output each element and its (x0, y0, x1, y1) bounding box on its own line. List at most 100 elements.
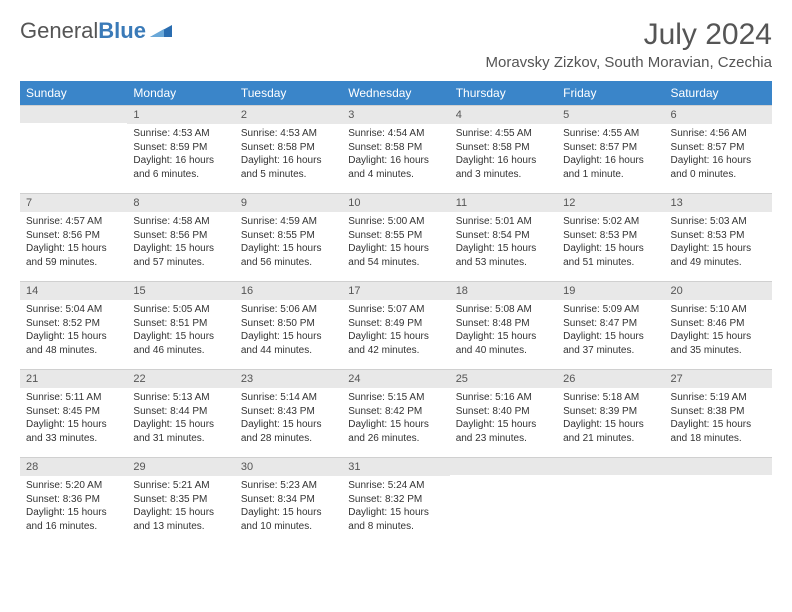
calendar-day-cell: 19Sunrise: 5:09 AMSunset: 8:47 PMDayligh… (557, 281, 664, 369)
day-number: 11 (450, 193, 557, 212)
day-details: Sunrise: 5:11 AMSunset: 8:45 PMDaylight:… (20, 388, 127, 451)
sunset-text: Sunset: 8:54 PM (456, 229, 551, 243)
sunset-text: Sunset: 8:58 PM (241, 141, 336, 155)
day-details: Sunrise: 4:53 AMSunset: 8:59 PMDaylight:… (127, 124, 234, 187)
daylight-text: Daylight: 16 hours and 0 minutes. (671, 154, 766, 181)
day-details: Sunrise: 5:16 AMSunset: 8:40 PMDaylight:… (450, 388, 557, 451)
calendar-day-cell: 15Sunrise: 5:05 AMSunset: 8:51 PMDayligh… (127, 281, 234, 369)
day-details: Sunrise: 5:20 AMSunset: 8:36 PMDaylight:… (20, 476, 127, 539)
daylight-text: Daylight: 15 hours and 13 minutes. (133, 506, 228, 533)
daylight-text: Daylight: 16 hours and 1 minute. (563, 154, 658, 181)
calendar-day-cell: 23Sunrise: 5:14 AMSunset: 8:43 PMDayligh… (235, 369, 342, 457)
daylight-text: Daylight: 16 hours and 4 minutes. (348, 154, 443, 181)
sunset-text: Sunset: 8:34 PM (241, 493, 336, 507)
weekday-header-row: Sunday Monday Tuesday Wednesday Thursday… (20, 81, 772, 105)
daylight-text: Daylight: 15 hours and 42 minutes. (348, 330, 443, 357)
logo-part1: General (20, 18, 98, 43)
weekday-header: Sunday (20, 81, 127, 105)
sunrise-text: Sunrise: 4:59 AM (241, 215, 336, 229)
sunrise-text: Sunrise: 5:14 AM (241, 391, 336, 405)
calendar-day-cell: 9Sunrise: 4:59 AMSunset: 8:55 PMDaylight… (235, 193, 342, 281)
sunset-text: Sunset: 8:58 PM (456, 141, 551, 155)
logo: GeneralBlue (20, 18, 172, 44)
sunset-text: Sunset: 8:56 PM (133, 229, 228, 243)
day-number: 14 (20, 281, 127, 300)
daylight-text: Daylight: 15 hours and 40 minutes. (456, 330, 551, 357)
day-details: Sunrise: 5:07 AMSunset: 8:49 PMDaylight:… (342, 300, 449, 363)
calendar-week-row: 14Sunrise: 5:04 AMSunset: 8:52 PMDayligh… (20, 281, 772, 369)
calendar-day-cell: 24Sunrise: 5:15 AMSunset: 8:42 PMDayligh… (342, 369, 449, 457)
day-number: 1 (127, 105, 234, 124)
day-details: Sunrise: 4:55 AMSunset: 8:57 PMDaylight:… (557, 124, 664, 187)
calendar-day-cell: 1Sunrise: 4:53 AMSunset: 8:59 PMDaylight… (127, 105, 234, 193)
sunrise-text: Sunrise: 5:23 AM (241, 479, 336, 493)
day-details: Sunrise: 5:04 AMSunset: 8:52 PMDaylight:… (20, 300, 127, 363)
weekday-header: Monday (127, 81, 234, 105)
day-details: Sunrise: 5:08 AMSunset: 8:48 PMDaylight:… (450, 300, 557, 363)
calendar-day-cell: 5Sunrise: 4:55 AMSunset: 8:57 PMDaylight… (557, 105, 664, 193)
header: GeneralBlue July 2024 Moravsky Zizkov, S… (20, 18, 772, 71)
sunset-text: Sunset: 8:58 PM (348, 141, 443, 155)
sunset-text: Sunset: 8:35 PM (133, 493, 228, 507)
weekday-header: Wednesday (342, 81, 449, 105)
calendar-day-cell (20, 105, 127, 193)
day-details: Sunrise: 5:18 AMSunset: 8:39 PMDaylight:… (557, 388, 664, 451)
sunset-text: Sunset: 8:32 PM (348, 493, 443, 507)
logo-triangle-icon (150, 21, 172, 42)
daylight-text: Daylight: 15 hours and 48 minutes. (26, 330, 121, 357)
weekday-header: Friday (557, 81, 664, 105)
calendar-day-cell: 12Sunrise: 5:02 AMSunset: 8:53 PMDayligh… (557, 193, 664, 281)
sunset-text: Sunset: 8:43 PM (241, 405, 336, 419)
day-details: Sunrise: 4:53 AMSunset: 8:58 PMDaylight:… (235, 124, 342, 187)
day-details: Sunrise: 4:59 AMSunset: 8:55 PMDaylight:… (235, 212, 342, 275)
calendar-day-cell: 2Sunrise: 4:53 AMSunset: 8:58 PMDaylight… (235, 105, 342, 193)
calendar-day-cell: 8Sunrise: 4:58 AMSunset: 8:56 PMDaylight… (127, 193, 234, 281)
calendar-day-cell: 31Sunrise: 5:24 AMSunset: 8:32 PMDayligh… (342, 457, 449, 545)
sunrise-text: Sunrise: 4:55 AM (563, 127, 658, 141)
day-number (450, 457, 557, 475)
daylight-text: Daylight: 15 hours and 8 minutes. (348, 506, 443, 533)
day-number: 19 (557, 281, 664, 300)
daylight-text: Daylight: 15 hours and 46 minutes. (133, 330, 228, 357)
day-number: 12 (557, 193, 664, 212)
daylight-text: Daylight: 15 hours and 44 minutes. (241, 330, 336, 357)
day-number: 29 (127, 457, 234, 476)
day-number: 28 (20, 457, 127, 476)
day-details: Sunrise: 5:09 AMSunset: 8:47 PMDaylight:… (557, 300, 664, 363)
sunrise-text: Sunrise: 5:05 AM (133, 303, 228, 317)
calendar-day-cell: 16Sunrise: 5:06 AMSunset: 8:50 PMDayligh… (235, 281, 342, 369)
daylight-text: Daylight: 15 hours and 57 minutes. (133, 242, 228, 269)
daylight-text: Daylight: 15 hours and 49 minutes. (671, 242, 766, 269)
day-details: Sunrise: 4:55 AMSunset: 8:58 PMDaylight:… (450, 124, 557, 187)
daylight-text: Daylight: 15 hours and 23 minutes. (456, 418, 551, 445)
day-number: 13 (665, 193, 772, 212)
calendar-day-cell: 18Sunrise: 5:08 AMSunset: 8:48 PMDayligh… (450, 281, 557, 369)
sunrise-text: Sunrise: 5:03 AM (671, 215, 766, 229)
day-number: 31 (342, 457, 449, 476)
daylight-text: Daylight: 15 hours and 54 minutes. (348, 242, 443, 269)
calendar-day-cell: 25Sunrise: 5:16 AMSunset: 8:40 PMDayligh… (450, 369, 557, 457)
sunrise-text: Sunrise: 5:07 AM (348, 303, 443, 317)
calendar-week-row: 7Sunrise: 4:57 AMSunset: 8:56 PMDaylight… (20, 193, 772, 281)
day-details: Sunrise: 5:13 AMSunset: 8:44 PMDaylight:… (127, 388, 234, 451)
day-number: 27 (665, 369, 772, 388)
day-details: Sunrise: 5:21 AMSunset: 8:35 PMDaylight:… (127, 476, 234, 539)
day-details: Sunrise: 5:03 AMSunset: 8:53 PMDaylight:… (665, 212, 772, 275)
calendar-day-cell (665, 457, 772, 545)
day-details: Sunrise: 5:24 AMSunset: 8:32 PMDaylight:… (342, 476, 449, 539)
day-number: 7 (20, 193, 127, 212)
day-number: 18 (450, 281, 557, 300)
calendar-day-cell: 10Sunrise: 5:00 AMSunset: 8:55 PMDayligh… (342, 193, 449, 281)
location: Moravsky Zizkov, South Moravian, Czechia (486, 54, 773, 71)
sunset-text: Sunset: 8:38 PM (671, 405, 766, 419)
day-details: Sunrise: 5:14 AMSunset: 8:43 PMDaylight:… (235, 388, 342, 451)
sunset-text: Sunset: 8:48 PM (456, 317, 551, 331)
day-number: 15 (127, 281, 234, 300)
sunrise-text: Sunrise: 5:24 AM (348, 479, 443, 493)
logo-part2: Blue (98, 18, 146, 43)
day-number: 26 (557, 369, 664, 388)
calendar-day-cell (557, 457, 664, 545)
daylight-text: Daylight: 16 hours and 5 minutes. (241, 154, 336, 181)
calendar-day-cell: 7Sunrise: 4:57 AMSunset: 8:56 PMDaylight… (20, 193, 127, 281)
day-number: 17 (342, 281, 449, 300)
